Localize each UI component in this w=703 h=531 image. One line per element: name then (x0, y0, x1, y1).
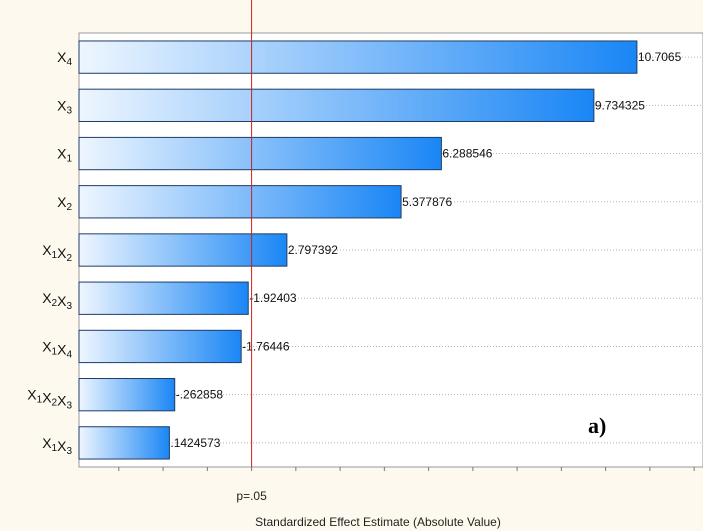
bar (78, 378, 176, 412)
bar (78, 233, 288, 267)
category-label: X1X2X3 (27, 387, 72, 412)
bar (78, 88, 595, 122)
category-label: X3 (57, 97, 72, 116)
significance-label: p=.05 (236, 489, 267, 503)
value-label: 5.377876 (402, 195, 452, 209)
x-axis-ticks (118, 467, 695, 471)
bar (78, 136, 442, 171)
category-label: X2X3 (42, 290, 72, 312)
category-label: X4 (57, 49, 72, 68)
category-label: X1X2 (42, 242, 72, 264)
bar (78, 40, 638, 74)
bar (78, 185, 402, 219)
x-axis-label: Standardized Effect Estimate (Absolute V… (255, 515, 501, 529)
value-labels: 10.7065 9.734325 6.288546 5.377876 2.797392 -… (170, 50, 681, 450)
value-label: 10.7065 (638, 50, 682, 64)
value-label: .1424573 (170, 436, 220, 450)
category-label: X1 (57, 146, 72, 165)
bar (78, 426, 170, 460)
value-label: -.262858 (176, 388, 224, 402)
category-label: X1X3 (42, 435, 72, 457)
value-label: 6.288546 (442, 147, 492, 161)
value-label: -1.76446 (242, 339, 290, 353)
bar (78, 281, 249, 315)
value-label: -1.92403 (249, 291, 297, 305)
value-label: 9.734325 (595, 98, 645, 112)
bars (78, 40, 638, 460)
category-label: X2 (57, 194, 72, 213)
value-label: 2.797392 (288, 243, 338, 257)
category-label: X1X4 (42, 338, 72, 360)
panel-label: a) (588, 413, 606, 438)
bar (78, 329, 242, 364)
